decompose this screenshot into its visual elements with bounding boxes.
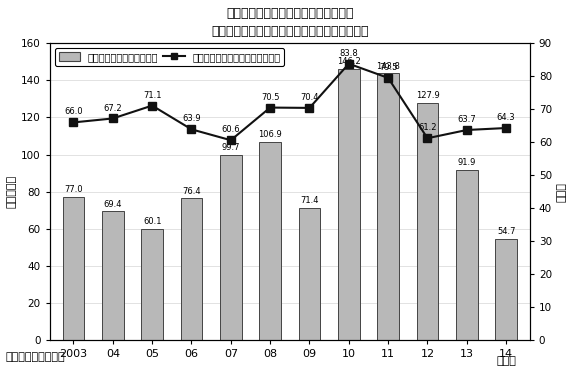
Text: 91.9: 91.9 bbox=[458, 158, 476, 167]
Text: 99.7: 99.7 bbox=[222, 143, 240, 152]
Bar bbox=[456, 169, 478, 340]
Text: （出所）表１に同じ: （出所）表１に同じ bbox=[6, 352, 65, 362]
Text: （年）: （年） bbox=[496, 356, 516, 366]
Text: 70.5: 70.5 bbox=[261, 93, 280, 102]
Bar bbox=[495, 239, 517, 340]
Bar bbox=[299, 208, 320, 340]
Text: 70.4: 70.4 bbox=[300, 93, 319, 102]
Text: 66.0: 66.0 bbox=[64, 108, 83, 116]
Text: 83.8: 83.8 bbox=[339, 49, 358, 58]
Text: 106.9: 106.9 bbox=[258, 130, 282, 139]
Legend: 対中直接投賄（左目盛り）, 対中直接投賄シェア（右目盛り）: 対中直接投賄（左目盛り）, 対中直接投賄シェア（右目盛り） bbox=[55, 48, 284, 66]
Text: 60.6: 60.6 bbox=[222, 125, 240, 134]
Bar bbox=[142, 228, 163, 340]
Text: 67.2: 67.2 bbox=[104, 104, 122, 112]
Bar bbox=[378, 73, 399, 340]
Text: 63.9: 63.9 bbox=[182, 115, 201, 123]
Bar bbox=[180, 198, 202, 340]
Text: 54.7: 54.7 bbox=[497, 227, 515, 236]
Y-axis label: （％）: （％） bbox=[556, 182, 566, 202]
Text: 63.7: 63.7 bbox=[457, 115, 476, 124]
Text: 127.9: 127.9 bbox=[415, 91, 439, 100]
Text: 76.4: 76.4 bbox=[182, 187, 201, 195]
Text: 71.1: 71.1 bbox=[143, 91, 162, 100]
Y-axis label: （億ドル）: （億ドル） bbox=[7, 175, 17, 208]
Text: 146.2: 146.2 bbox=[337, 57, 360, 66]
Text: 79.5: 79.5 bbox=[379, 63, 398, 72]
Text: 64.3: 64.3 bbox=[497, 113, 516, 122]
Bar bbox=[260, 142, 281, 340]
Title: 台湾の対中直接投賄（認可ベース）と
対外直接投賄に占める対中投賄のシェアの推移: 台湾の対中直接投賄（認可ベース）と 対外直接投賄に占める対中投賄のシェアの推移 bbox=[211, 7, 368, 38]
Text: 77.0: 77.0 bbox=[64, 186, 83, 194]
Bar bbox=[338, 69, 360, 340]
Text: 61.2: 61.2 bbox=[418, 123, 437, 132]
Text: 71.4: 71.4 bbox=[300, 196, 319, 205]
Text: 69.4: 69.4 bbox=[104, 199, 122, 209]
Bar bbox=[417, 103, 438, 340]
Bar bbox=[62, 197, 84, 340]
Bar bbox=[102, 211, 124, 340]
Text: 143.8: 143.8 bbox=[376, 61, 400, 71]
Text: 60.1: 60.1 bbox=[143, 217, 162, 226]
Bar bbox=[220, 155, 242, 340]
